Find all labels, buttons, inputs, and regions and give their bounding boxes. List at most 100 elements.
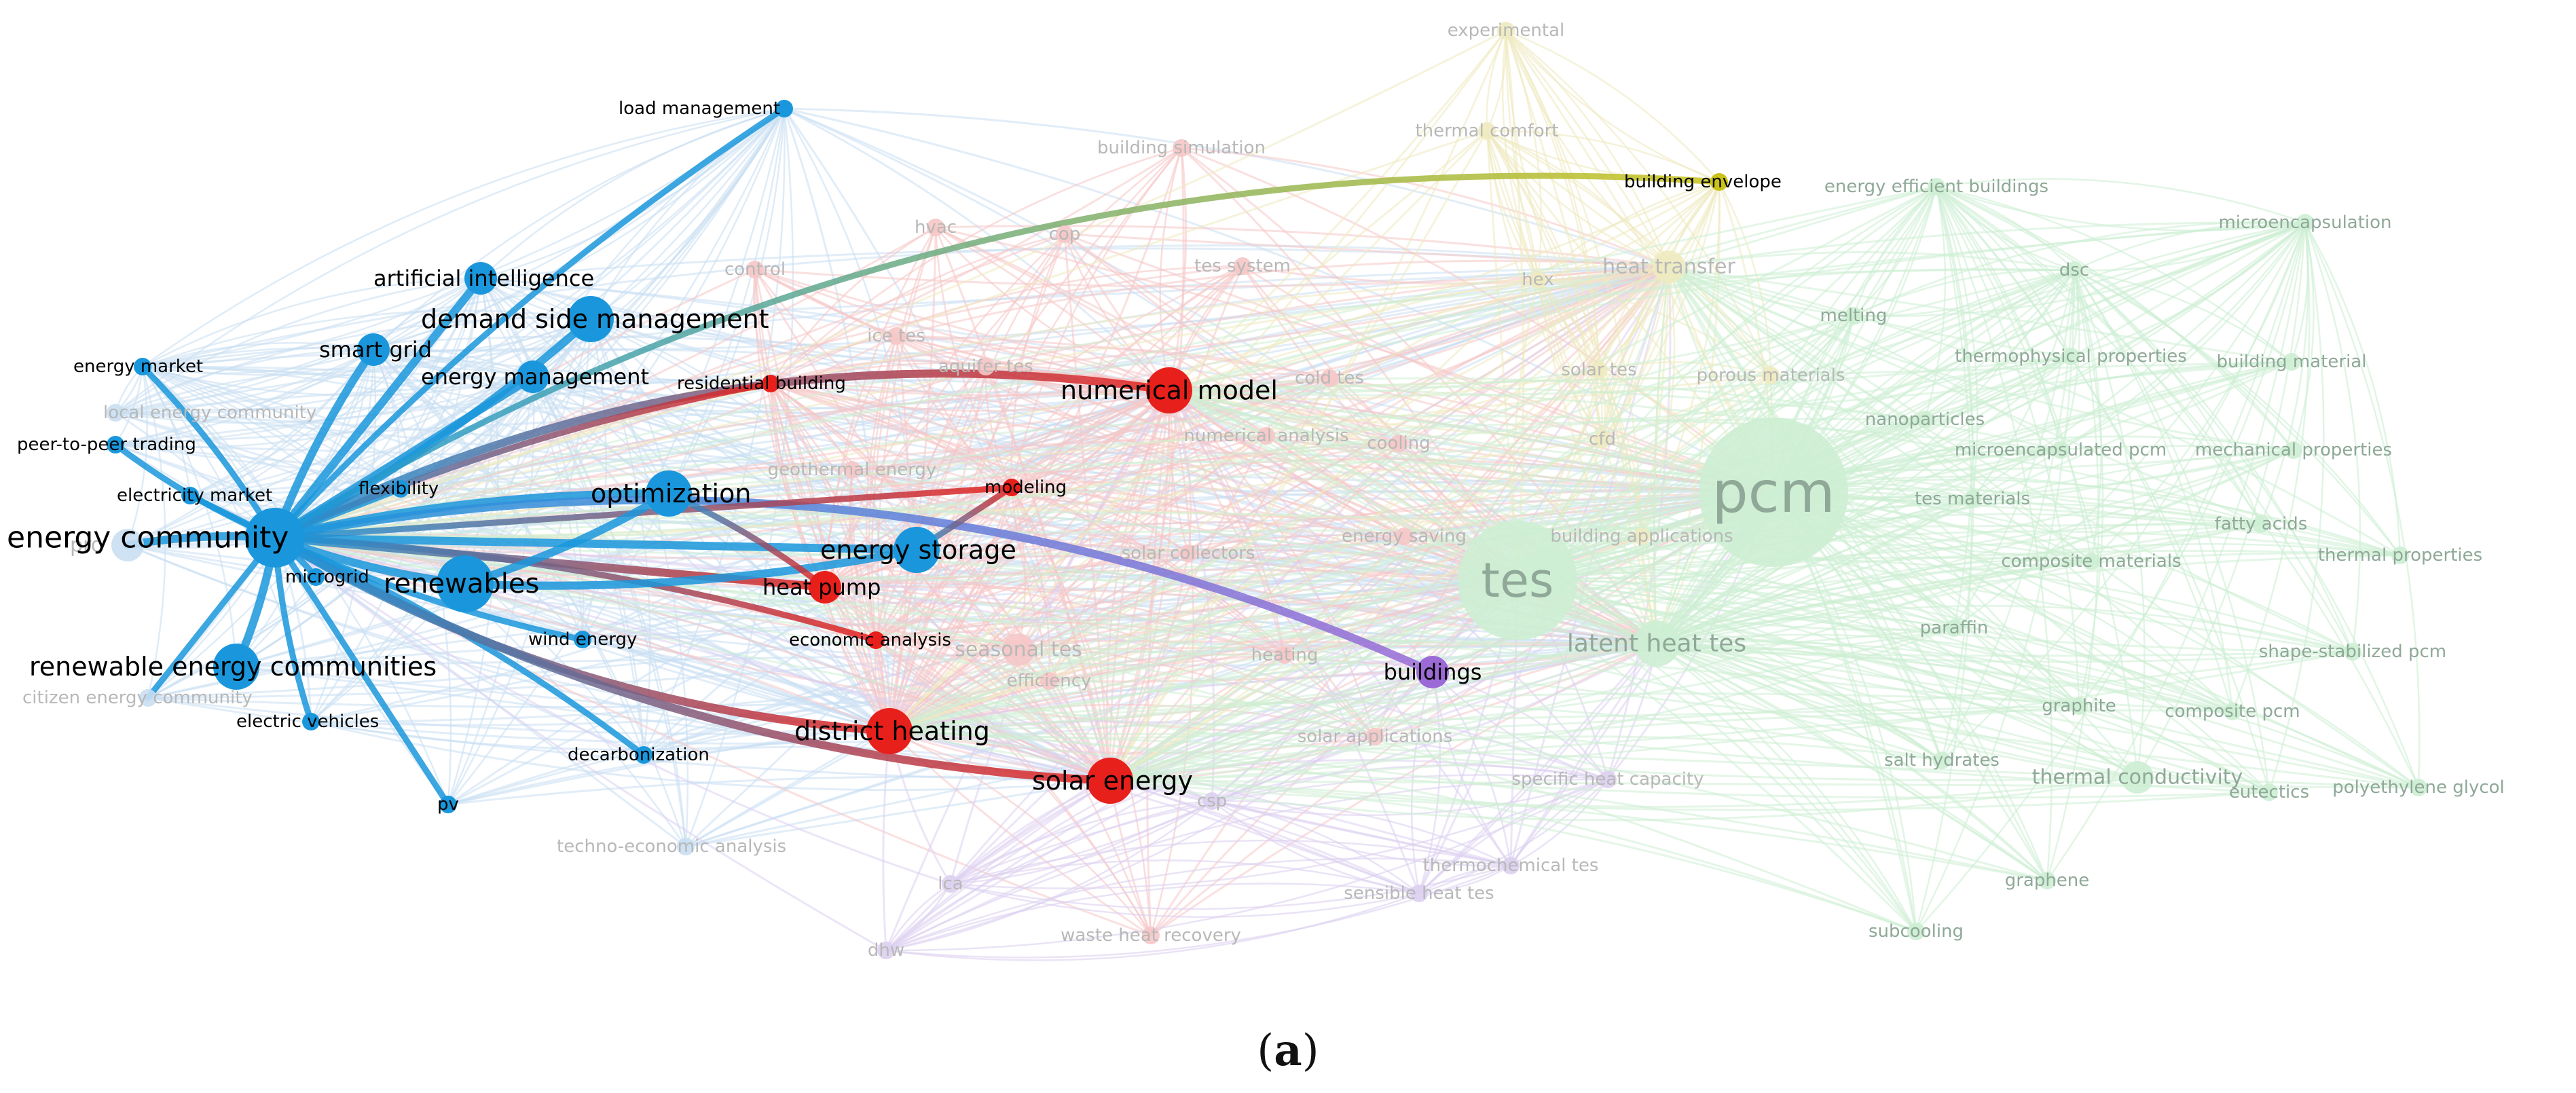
node-hvac[interactable]	[927, 219, 944, 236]
node-experimental[interactable]	[1497, 22, 1515, 39]
node-district-heating[interactable]	[866, 708, 913, 754]
node-heating[interactable]	[1276, 646, 1293, 664]
node-latent-heat-tes[interactable]	[1634, 620, 1680, 667]
node-solar-collectors[interactable]	[1179, 544, 1197, 562]
node-renewables[interactable]	[437, 555, 494, 612]
background-link	[889, 730, 2270, 799]
label-waste-heat-recovery: waste heat recovery	[1061, 925, 1241, 946]
node-composite-materials[interactable]	[2082, 553, 2100, 570]
node-specific-heat-capacity[interactable]	[1599, 771, 1617, 788]
node-wind-energy[interactable]	[574, 631, 591, 648]
node-solar-tes[interactable]	[1590, 361, 1608, 379]
node-smart-grid[interactable]	[357, 333, 390, 366]
node-microencapsulated-pcm[interactable]	[2052, 441, 2069, 459]
node-mechanical-properties[interactable]	[2285, 441, 2302, 459]
node-thermal-properties[interactable]	[2391, 546, 2409, 564]
node-numerical-model[interactable]	[1146, 367, 1192, 413]
node-tes[interactable]	[1458, 521, 1577, 640]
node-ice-tes[interactable]	[887, 327, 905, 345]
node-microencapsulation[interactable]	[2296, 214, 2314, 231]
node-fatty-acids[interactable]	[2252, 515, 2270, 533]
node-polyethylene-glycol[interactable]	[2410, 779, 2427, 796]
node-pv[interactable]	[439, 796, 457, 813]
node-energy-community[interactable]	[245, 508, 305, 568]
node-buildings[interactable]	[1416, 656, 1449, 688]
node-microgrid[interactable]	[307, 568, 325, 586]
node-flexibility[interactable]	[392, 480, 409, 498]
background-link	[1505, 29, 1720, 183]
node-load-management[interactable]	[775, 100, 793, 117]
label-aquifer-tes: aquifer tes	[938, 356, 1033, 377]
node-tes-system[interactable]	[1234, 257, 1251, 275]
node-electric-vehicles[interactable]	[302, 713, 320, 730]
node-graphene[interactable]	[2038, 872, 2056, 889]
node-residential-building[interactable]	[762, 375, 779, 392]
node-techno-economic-analysis[interactable]	[677, 838, 695, 855]
node-nanoparticles[interactable]	[1916, 411, 1934, 428]
node-solar-energy[interactable]	[1087, 758, 1133, 804]
node-cooling[interactable]	[1390, 434, 1407, 452]
node-decarbonization[interactable]	[635, 746, 652, 764]
node-economic-analysis[interactable]	[867, 631, 885, 649]
node-energy-management[interactable]	[517, 360, 549, 393]
node-subcooling[interactable]	[1907, 923, 1925, 940]
node-prosumers[interactable]	[111, 529, 144, 561]
node-local-energy-community[interactable]	[107, 404, 124, 422]
node-shape-stabilized-pcm[interactable]	[2344, 643, 2361, 661]
node-renewable-energy-communities[interactable]	[213, 644, 259, 690]
node-numerical-analysis[interactable]	[1257, 427, 1275, 445]
node-building-material[interactable]	[2283, 353, 2300, 371]
node-thermal-comfort[interactable]	[1478, 122, 1496, 140]
background-link	[1915, 222, 2306, 932]
node-csp[interactable]	[1203, 792, 1221, 810]
node-heat-pump[interactable]	[809, 571, 841, 604]
node-building-envelope[interactable]	[1710, 173, 1728, 191]
node-demand-side-management[interactable]	[568, 296, 614, 342]
background-link	[1517, 579, 1943, 762]
node-energy-efficient-buildings[interactable]	[1928, 178, 1945, 196]
node-salt-hydrates[interactable]	[1933, 752, 1951, 769]
node-dsc[interactable]	[2065, 261, 2083, 279]
node-pcm[interactable]	[1699, 418, 1848, 567]
node-modeling[interactable]	[1003, 479, 1020, 496]
node-paraffin[interactable]	[1945, 619, 1963, 637]
node-heat-transfer[interactable]	[1653, 251, 1685, 283]
node-citizen-energy-community[interactable]	[139, 689, 157, 707]
node-porous-materials[interactable]	[1762, 367, 1780, 384]
node-geothermal-energy[interactable]	[843, 461, 861, 479]
node-waste-heat-recovery[interactable]	[1142, 927, 1160, 944]
node-energy-storage[interactable]	[894, 527, 940, 573]
node-energy-saving[interactable]	[1395, 527, 1413, 545]
node-efficiency[interactable]	[1040, 672, 1058, 690]
node-aquifer-tes[interactable]	[977, 358, 995, 375]
node-thermochemical-tes[interactable]	[1502, 857, 1520, 874]
node-solar-applications[interactable]	[1366, 728, 1384, 745]
node-sensible-heat-tes[interactable]	[1410, 885, 1428, 902]
node-building-applications[interactable]	[1633, 527, 1651, 545]
node-cold-tes[interactable]	[1321, 369, 1338, 387]
node-cfd[interactable]	[1594, 430, 1611, 448]
node-peer-to-peer-trading[interactable]	[107, 436, 124, 453]
node-building-simulation[interactable]	[1173, 139, 1190, 157]
node-composite-pcm[interactable]	[2224, 703, 2241, 720]
node-optimization[interactable]	[646, 470, 692, 517]
background-link	[875, 552, 1189, 642]
node-seasonal-tes[interactable]	[1002, 633, 1035, 666]
node-artificial-intelligence[interactable]	[464, 262, 497, 295]
node-energy-market[interactable]	[134, 358, 151, 375]
node-thermophysical-properties[interactable]	[2062, 348, 2080, 365]
node-hex[interactable]	[1529, 271, 1547, 289]
node-electricity-market[interactable]	[181, 487, 199, 504]
node-dhw[interactable]	[877, 942, 895, 959]
node-lca[interactable]	[942, 875, 959, 893]
background-link	[1509, 778, 1608, 866]
node-thermal-conductivity[interactable]	[2121, 761, 2154, 794]
node-graphite[interactable]	[2070, 697, 2088, 715]
node-melting[interactable]	[1845, 307, 1862, 325]
background-link	[1953, 270, 2076, 629]
node-eutectics[interactable]	[2260, 783, 2278, 801]
node-tes-materials[interactable]	[1964, 490, 1981, 508]
node-cop[interactable]	[1056, 225, 1073, 243]
caption-close: )	[1302, 1026, 1319, 1076]
node-control[interactable]	[746, 261, 764, 278]
